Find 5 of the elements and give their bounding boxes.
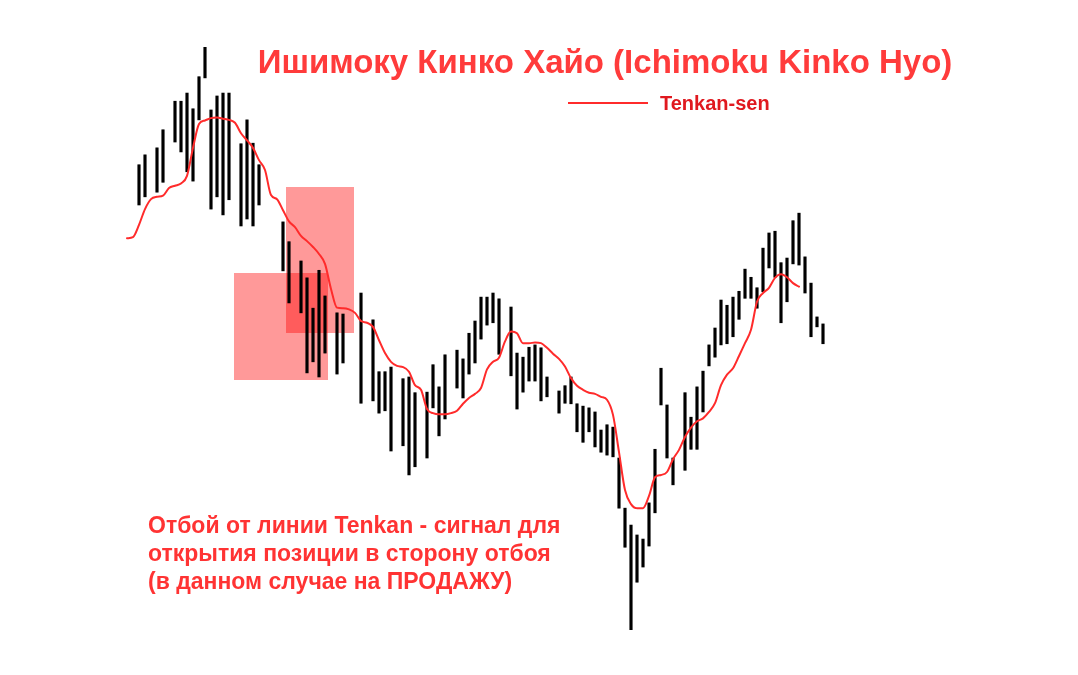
legend-label: Tenkan-sen xyxy=(660,91,770,116)
candlestick xyxy=(749,276,753,299)
chart-title: Ишимоку Кинко Хайо (Ichimoku Kinko Hyo) xyxy=(256,42,954,82)
candlestick xyxy=(599,429,603,453)
annotation: Отбой от линии Tenkan - сигнал для открытия позиции в сторону отбоя (в данном случае на ПРОДАЖУ) xyxy=(148,511,562,595)
